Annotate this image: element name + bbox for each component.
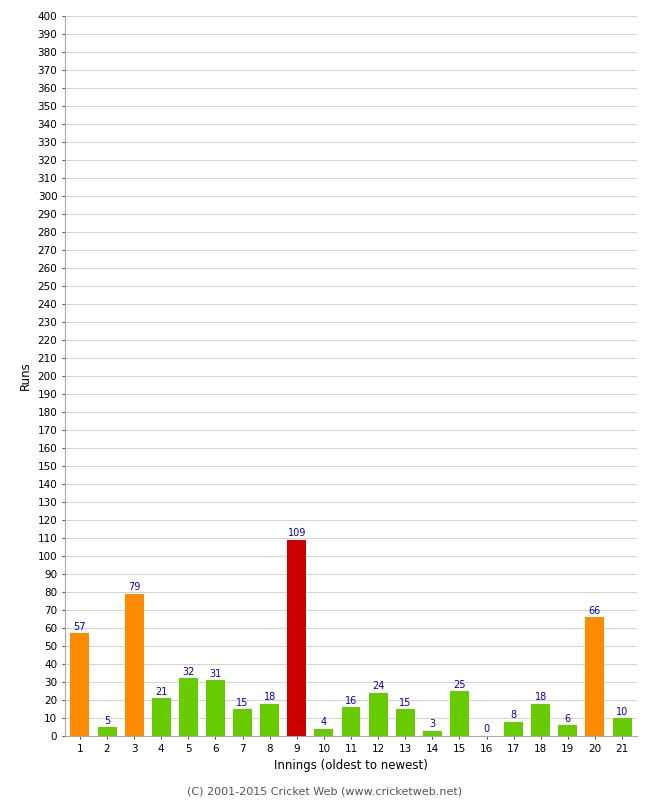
- Bar: [151, 698, 171, 736]
- X-axis label: Innings (oldest to newest): Innings (oldest to newest): [274, 759, 428, 772]
- Bar: [504, 722, 523, 736]
- Bar: [450, 691, 469, 736]
- Bar: [531, 704, 551, 736]
- Bar: [125, 594, 144, 736]
- Text: 3: 3: [429, 719, 436, 729]
- Bar: [206, 680, 225, 736]
- Text: 25: 25: [453, 679, 465, 690]
- Text: 32: 32: [182, 667, 194, 677]
- Text: 16: 16: [345, 696, 357, 706]
- Bar: [396, 709, 415, 736]
- Text: 31: 31: [209, 669, 222, 678]
- Text: 4: 4: [321, 718, 327, 727]
- Bar: [179, 678, 198, 736]
- Bar: [341, 707, 361, 736]
- Bar: [612, 718, 632, 736]
- Bar: [423, 730, 442, 736]
- Text: 24: 24: [372, 682, 384, 691]
- Text: 5: 5: [104, 715, 110, 726]
- Bar: [558, 726, 577, 736]
- Text: 8: 8: [511, 710, 517, 720]
- Bar: [70, 634, 90, 736]
- Text: 66: 66: [589, 606, 601, 616]
- Text: 109: 109: [287, 528, 306, 538]
- Text: 6: 6: [565, 714, 571, 724]
- Bar: [586, 618, 604, 736]
- Bar: [233, 709, 252, 736]
- Text: 18: 18: [263, 692, 276, 702]
- Text: 21: 21: [155, 686, 168, 697]
- Bar: [369, 693, 387, 736]
- Bar: [260, 704, 279, 736]
- Text: 57: 57: [73, 622, 86, 632]
- Text: 15: 15: [237, 698, 249, 707]
- Text: 0: 0: [484, 724, 489, 734]
- Y-axis label: Runs: Runs: [19, 362, 32, 390]
- Text: 15: 15: [399, 698, 411, 707]
- Text: 18: 18: [535, 692, 547, 702]
- Text: 79: 79: [128, 582, 140, 592]
- Bar: [315, 729, 333, 736]
- Text: 10: 10: [616, 706, 628, 717]
- Bar: [287, 540, 306, 736]
- Bar: [98, 727, 116, 736]
- Text: (C) 2001-2015 Cricket Web (www.cricketweb.net): (C) 2001-2015 Cricket Web (www.cricketwe…: [187, 786, 463, 796]
